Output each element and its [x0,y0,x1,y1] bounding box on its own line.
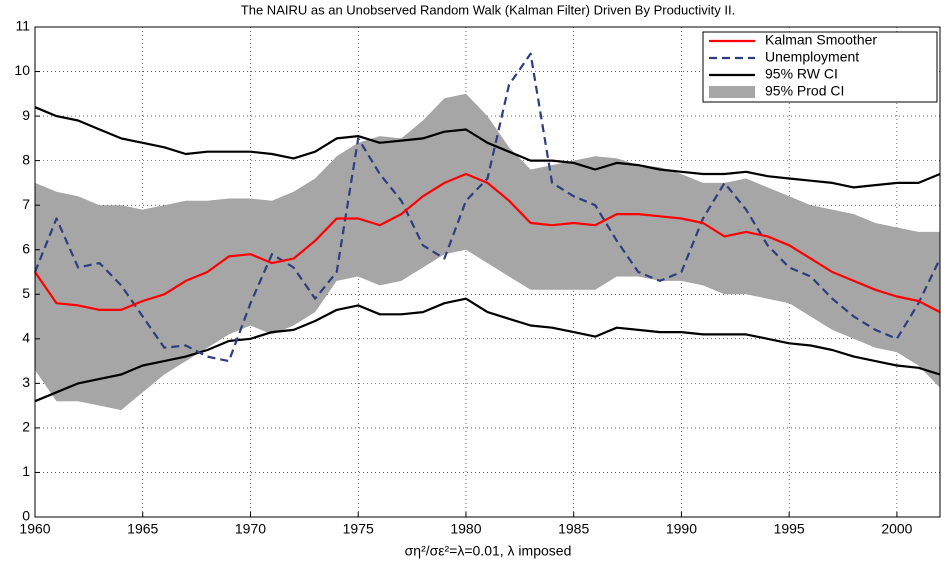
x-tick-label: 1970 [235,521,266,537]
x-tick-label: 1990 [666,521,697,537]
legend-label: 95% RW CI [765,66,838,82]
y-tick-label: 3 [22,374,30,390]
legend-swatch [709,86,755,98]
ci-lower-line [34,297,941,403]
x-tick-label: 1980 [450,521,481,537]
x-tick-label: 1965 [127,521,158,537]
legend-label: Kalman Smoother [765,32,877,48]
x-tick-label: 1985 [558,521,589,537]
y-tick-label: 0 [22,508,30,524]
y-tick-label: 11 [15,18,30,34]
y-tick-label: 1 [22,463,30,479]
x-tick-label: 1975 [343,521,374,537]
data-layer [33,52,941,411]
legend-label: 95% Prod CI [765,83,844,99]
series-line [34,172,941,314]
y-tick-label: 8 [22,151,30,167]
x-tick-label: 1995 [774,521,805,537]
y-tick-label: 5 [22,285,30,301]
y-tick-label: 4 [22,330,30,346]
y-tick-label: 10 [14,62,30,78]
ci-upper-line [34,106,941,189]
confidence-band [35,93,940,411]
x-axis-label: ση²/σε²=λ=0.01, λ imposed [405,543,572,559]
y-tick-label: 9 [22,107,30,123]
plot-frame [34,26,941,518]
chart-title: The NAIRU as an Unobserved Random Walk (… [241,2,735,17]
x-tick-label: 2000 [881,521,912,537]
legend-label: Unemployment [765,49,859,65]
x-tick-label: 1960 [19,521,50,537]
y-tick-label: 6 [22,240,30,256]
y-tick-label: 7 [22,196,30,212]
series-line [33,52,941,363]
y-tick-label: 2 [22,419,30,435]
